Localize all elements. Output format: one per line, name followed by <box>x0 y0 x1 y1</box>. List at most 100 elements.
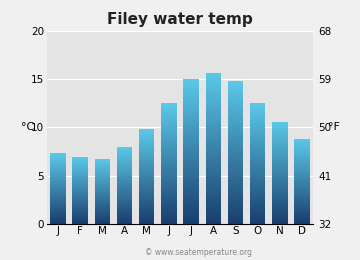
Bar <box>72 160 88 161</box>
Bar <box>250 171 265 172</box>
Bar <box>228 197 243 199</box>
Bar <box>272 180 288 181</box>
Bar <box>206 188 221 190</box>
Bar <box>139 129 154 131</box>
Bar <box>250 174 265 176</box>
Bar <box>117 208 132 209</box>
Bar <box>117 163 132 164</box>
Bar <box>95 161 110 162</box>
Bar <box>250 106 265 108</box>
Bar <box>183 209 199 211</box>
Bar <box>183 213 199 214</box>
Bar <box>161 109 177 111</box>
Bar <box>72 206 88 207</box>
Bar <box>228 94 243 95</box>
Bar <box>183 175 199 177</box>
Bar <box>228 92 243 94</box>
Bar <box>272 222 288 224</box>
Bar <box>50 222 66 223</box>
Bar <box>183 162 199 164</box>
Bar <box>161 193 177 195</box>
Bar <box>206 199 221 201</box>
Bar <box>161 214 177 216</box>
Bar <box>228 215 243 217</box>
Bar <box>228 192 243 193</box>
Bar <box>272 142 288 143</box>
Bar <box>117 171 132 172</box>
Bar <box>72 167 88 168</box>
Bar <box>139 179 154 180</box>
Bar <box>206 176 221 178</box>
Bar <box>206 97 221 99</box>
Bar <box>95 191 110 192</box>
Bar <box>161 209 177 210</box>
Bar <box>294 152 310 153</box>
Bar <box>72 216 88 217</box>
Bar <box>161 219 177 220</box>
Bar <box>139 161 154 162</box>
Bar <box>272 175 288 177</box>
Bar <box>250 207 265 209</box>
Bar <box>183 173 199 175</box>
Bar <box>250 123 265 124</box>
Bar <box>95 179 110 180</box>
Bar <box>272 150 288 151</box>
Bar <box>50 167 66 168</box>
Bar <box>50 195 66 196</box>
Bar <box>139 145 154 146</box>
Bar <box>117 159 132 160</box>
Bar <box>250 139 265 141</box>
Bar <box>161 185 177 186</box>
Bar <box>272 188 288 189</box>
Bar <box>272 136 288 137</box>
Bar <box>294 215 310 216</box>
Bar <box>95 215 110 216</box>
Bar <box>272 189 288 191</box>
Bar <box>294 196 310 197</box>
Bar <box>50 198 66 199</box>
Bar <box>228 101 243 103</box>
Bar <box>139 166 154 167</box>
Bar <box>272 185 288 187</box>
Bar <box>72 157 88 158</box>
Bar <box>228 181 243 183</box>
Bar <box>72 197 88 198</box>
Bar <box>250 172 265 174</box>
Bar <box>228 127 243 129</box>
Bar <box>294 194 310 195</box>
Bar <box>117 183 132 184</box>
Bar <box>50 185 66 186</box>
Bar <box>228 113 243 115</box>
Bar <box>228 160 243 161</box>
Bar <box>294 185 310 187</box>
Bar <box>95 186 110 187</box>
Bar <box>228 222 243 224</box>
Bar <box>250 203 265 204</box>
Bar <box>183 128 199 130</box>
Bar <box>95 177 110 178</box>
Bar <box>139 154 154 155</box>
Bar <box>95 221 110 222</box>
Bar <box>272 129 288 131</box>
Bar <box>272 218 288 220</box>
Bar <box>117 202 132 203</box>
Bar <box>139 144 154 145</box>
Bar <box>117 205 132 206</box>
Bar <box>161 186 177 187</box>
Bar <box>272 194 288 196</box>
Bar <box>294 204 310 205</box>
Bar <box>294 177 310 178</box>
Bar <box>50 181 66 182</box>
Bar <box>95 187 110 188</box>
Bar <box>228 209 243 211</box>
Bar <box>183 202 199 204</box>
Bar <box>206 142 221 144</box>
Bar <box>272 128 288 129</box>
Bar <box>95 204 110 205</box>
Bar <box>72 159 88 160</box>
Bar <box>228 88 243 90</box>
Bar <box>139 201 154 202</box>
Bar <box>183 95 199 97</box>
Bar <box>117 162 132 163</box>
Bar <box>72 170 88 171</box>
